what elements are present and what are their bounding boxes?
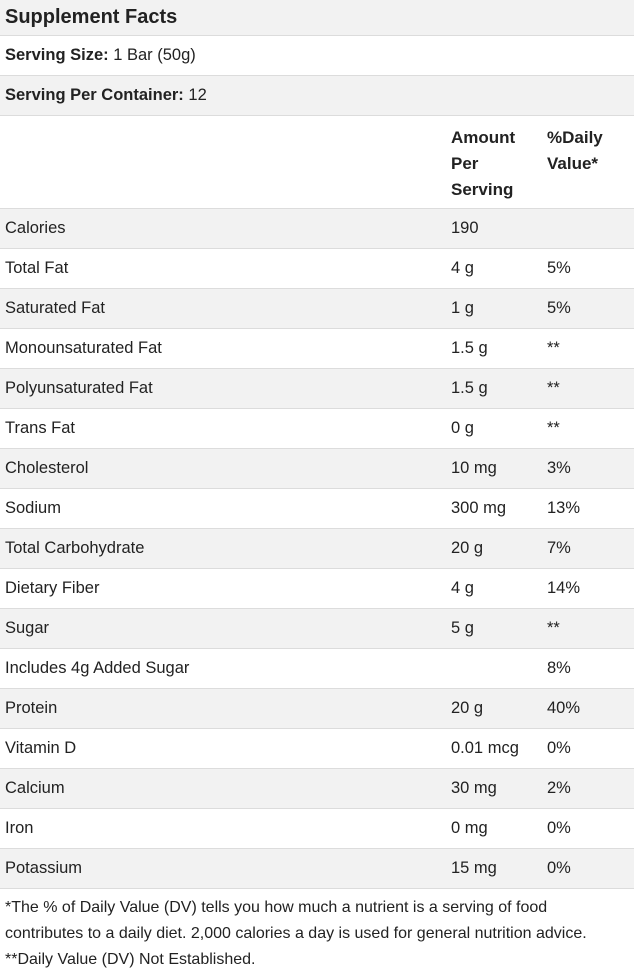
column-header-daily-value: %Daily Value* (547, 125, 634, 177)
nutrient-row: Monounsaturated Fat 1.5 g ** (0, 329, 634, 369)
nutrient-daily-value: 3% (547, 459, 571, 477)
nutrient-row: Calories 190 (0, 209, 634, 249)
nutrient-daily-value: 8% (547, 659, 571, 677)
nutrient-name: Protein (5, 699, 58, 717)
nutrient-daily-value: 40% (547, 699, 581, 717)
servings-per-container-value: 12 (188, 86, 207, 104)
nutrient-daily-value: 0% (547, 819, 571, 837)
nutrient-amount: 190 (451, 219, 479, 237)
facts-title-row: Supplement Facts (0, 0, 634, 36)
nutrient-name: Sugar (5, 619, 50, 637)
nutrient-daily-value: 0% (547, 859, 571, 877)
nutrient-row: Polyunsaturated Fat 1.5 g ** (0, 369, 634, 409)
nutrient-name: Includes 4g Added Sugar (5, 659, 190, 677)
footnotes: *The % of Daily Value (DV) tells you how… (0, 889, 634, 973)
nutrient-daily-value: 5% (547, 259, 571, 277)
nutrient-name: Dietary Fiber (5, 579, 100, 597)
nutrient-daily-value: ** (547, 339, 560, 357)
nutrient-name: Trans Fat (5, 419, 75, 437)
nutrient-daily-value: 14% (547, 579, 581, 597)
nutrient-row: Total Carbohydrate 20 g 7% (0, 529, 634, 569)
column-header-row: Amount Per Serving %Daily Value* (0, 116, 634, 209)
column-header-amount: Amount Per Serving (451, 125, 547, 203)
nutrient-daily-value: 13% (547, 499, 581, 517)
nutrient-row: Protein 20 g 40% (0, 689, 634, 729)
nutrient-amount: 0 mg (451, 819, 488, 837)
nutrient-amount: 0.01 mcg (451, 739, 519, 757)
column-header-dv-line: Value* (547, 154, 599, 173)
nutrient-row: Dietary Fiber 4 g 14% (0, 569, 634, 609)
nutrient-amount: 4 g (451, 259, 474, 277)
nutrient-daily-value: 5% (547, 299, 571, 317)
nutrient-daily-value: ** (547, 419, 560, 437)
nutrient-row: Includes 4g Added Sugar 8% (0, 649, 634, 689)
nutrient-name: Cholesterol (5, 459, 89, 477)
servings-per-container-row: Serving Per Container: 12 (0, 76, 634, 116)
nutrient-name: Polyunsaturated Fat (5, 379, 153, 397)
nutrient-name: Vitamin D (5, 739, 77, 757)
nutrient-amount: 5 g (451, 619, 474, 637)
nutrient-daily-value: ** (547, 619, 560, 637)
nutrient-row: Calcium 30 mg 2% (0, 769, 634, 809)
nutrient-amount: 1.5 g (451, 379, 488, 397)
nutrient-amount: 10 mg (451, 459, 497, 477)
nutrient-row: Iron 0 mg 0% (0, 809, 634, 849)
nutrient-amount: 4 g (451, 579, 474, 597)
servings-per-container-label: Serving Per Container: (5, 86, 184, 104)
nutrient-amount: 15 mg (451, 859, 497, 877)
facts-title: Supplement Facts (5, 6, 178, 28)
nutrient-amount: 20 g (451, 539, 484, 557)
column-header-amount-line: Serving (451, 180, 514, 199)
nutrient-amount: 30 mg (451, 779, 497, 797)
nutrient-row: Saturated Fat 1 g 5% (0, 289, 634, 329)
nutrient-name: Potassium (5, 859, 83, 877)
serving-size-row: Serving Size: 1 Bar (50g) (0, 36, 634, 76)
nutrient-amount: 0 g (451, 419, 474, 437)
serving-size-label: Serving Size: (5, 46, 109, 64)
column-header-amount-line: Per (451, 154, 479, 173)
nutrient-name: Total Carbohydrate (5, 539, 145, 557)
nutrient-daily-value: 0% (547, 739, 571, 757)
nutrient-name: Calcium (5, 779, 65, 797)
not-established-footnote: **Daily Value (DV) Not Established. (5, 951, 256, 968)
nutrient-name: Saturated Fat (5, 299, 105, 317)
nutrient-name: Sodium (5, 499, 61, 517)
nutrient-amount: 20 g (451, 699, 484, 717)
nutrient-daily-value: 7% (547, 539, 571, 557)
nutrient-name: Iron (5, 819, 34, 837)
nutrient-daily-value: ** (547, 379, 560, 397)
nutrient-daily-value: 2% (547, 779, 571, 797)
nutrient-name: Total Fat (5, 259, 69, 277)
column-header-dv-line: %Daily (547, 128, 603, 147)
serving-size-value: 1 Bar (50g) (113, 46, 196, 64)
column-header-amount-line: Amount (451, 128, 516, 147)
nutrient-row: Total Fat 4 g 5% (0, 249, 634, 289)
nutrient-name: Monounsaturated Fat (5, 339, 162, 357)
nutrient-amount: 300 mg (451, 499, 507, 517)
nutrient-rows: Calories 190 Total Fat 4 g 5% Saturated Fat 1 … (0, 209, 634, 889)
daily-value-footnote: *The % of Daily Value (DV) tells you how… (5, 899, 587, 942)
nutrient-row: Cholesterol 10 mg 3% (0, 449, 634, 489)
nutrient-row: Vitamin D 0.01 mcg 0% (0, 729, 634, 769)
nutrient-name: Calories (5, 219, 66, 237)
nutrient-amount: 1 g (451, 299, 474, 317)
nutrient-amount: 1.5 g (451, 339, 488, 357)
nutrient-row: Sodium 300 mg 13% (0, 489, 634, 529)
nutrient-row: Trans Fat 0 g ** (0, 409, 634, 449)
nutrient-row: Sugar 5 g ** (0, 609, 634, 649)
nutrient-row: Potassium 15 mg 0% (0, 849, 634, 889)
